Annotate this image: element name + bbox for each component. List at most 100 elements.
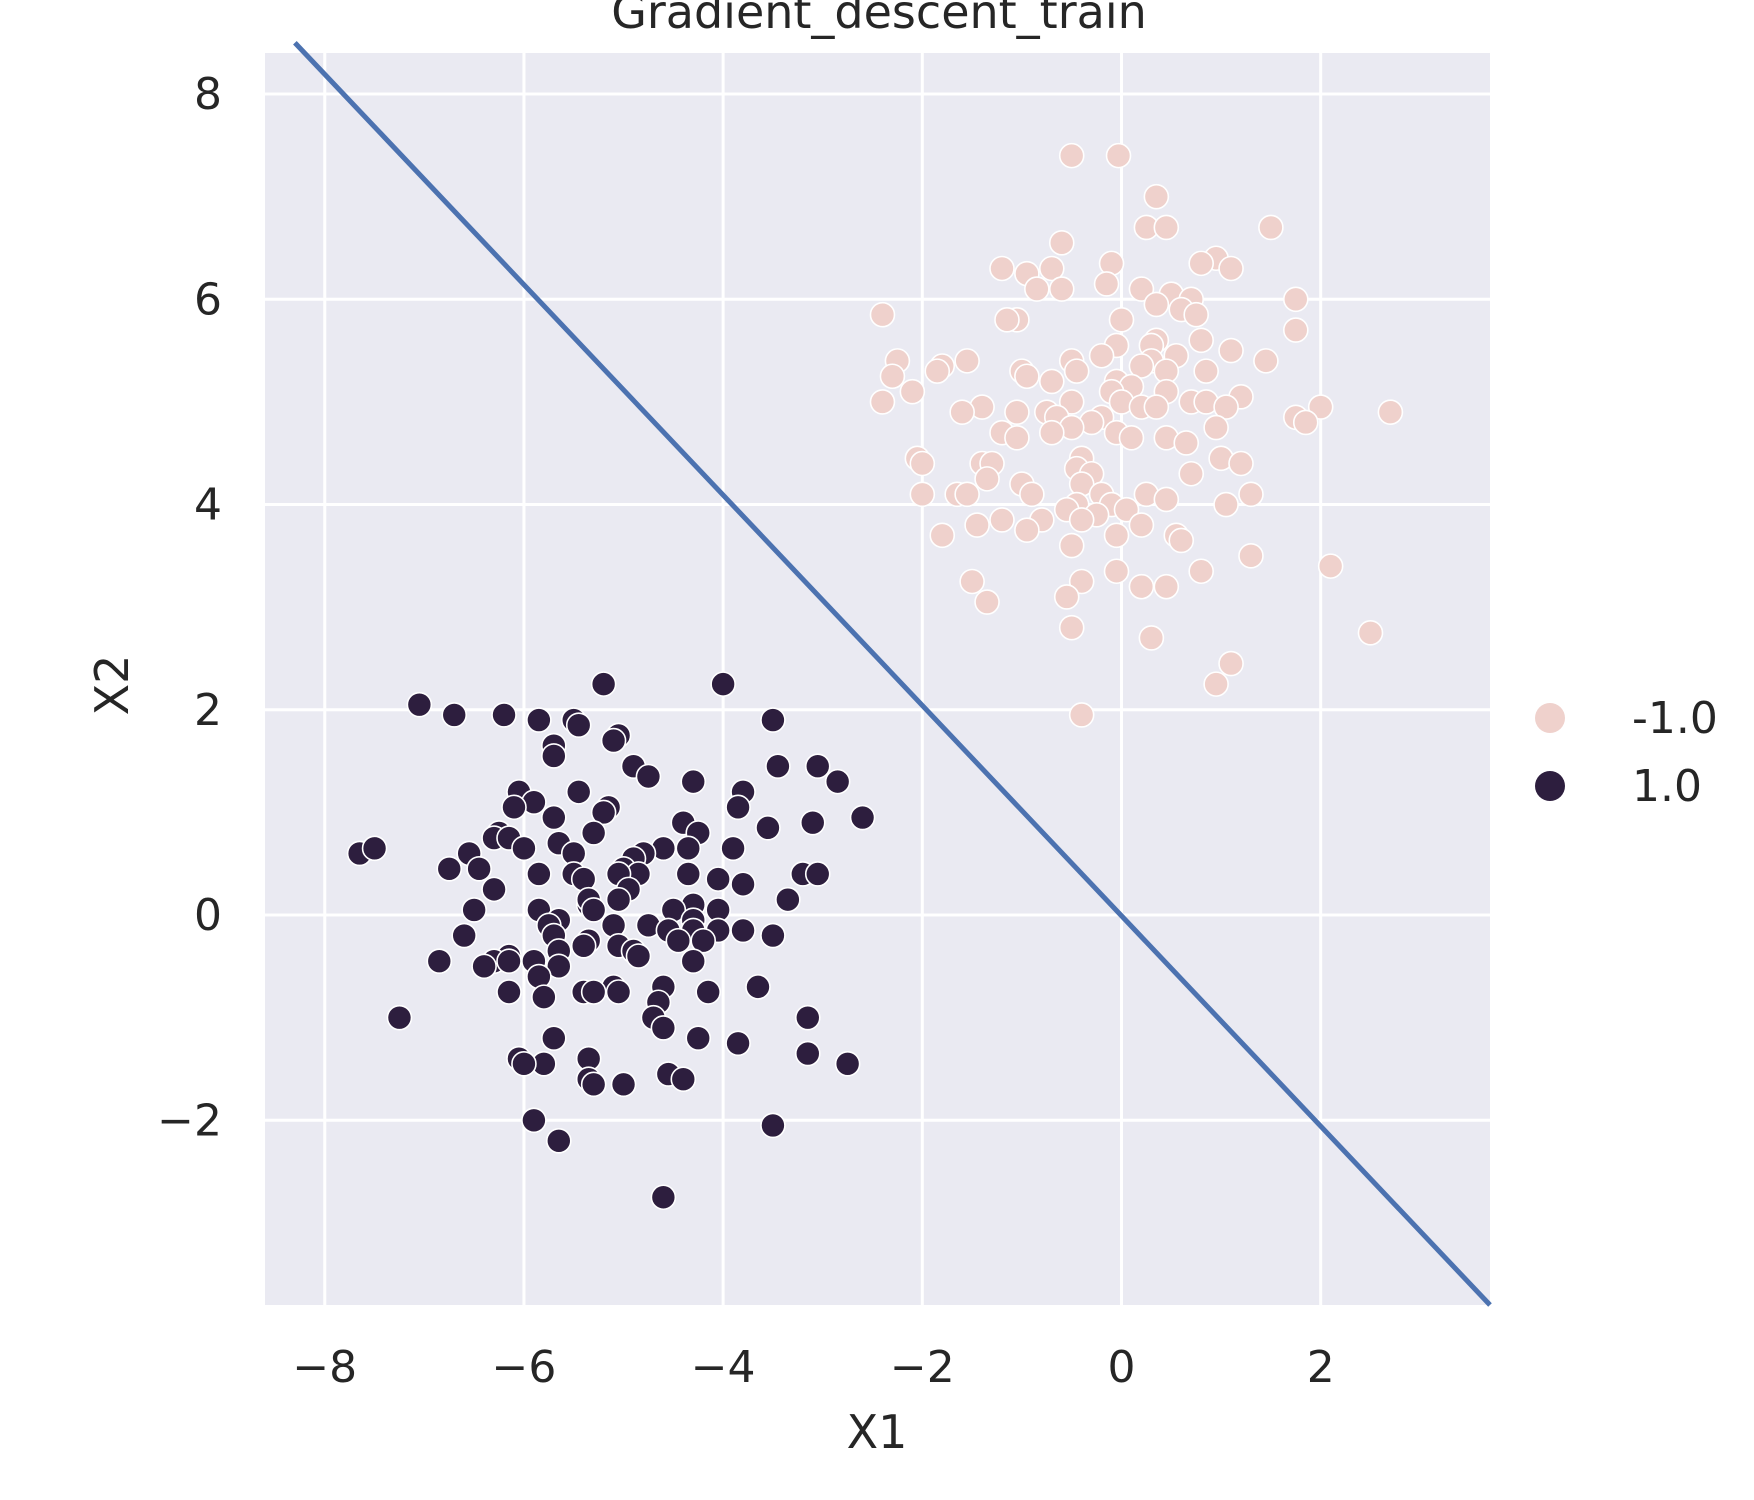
legend: -1.0 1.0 <box>1535 693 1718 812</box>
data-point <box>1004 399 1030 425</box>
data-point <box>650 1184 677 1211</box>
data-point <box>541 804 567 831</box>
data-point <box>1004 425 1030 451</box>
data-point <box>1188 327 1214 354</box>
data-point <box>1103 558 1130 585</box>
data-point <box>710 671 736 697</box>
data-point <box>675 861 702 887</box>
data-point <box>1168 527 1195 554</box>
data-point <box>600 727 627 754</box>
data-point <box>695 979 721 1005</box>
data-point <box>541 743 567 769</box>
legend-marker <box>1535 771 1565 801</box>
data-point <box>804 861 831 887</box>
data-point <box>1218 337 1244 364</box>
data-point <box>1019 481 1045 508</box>
data-point <box>1063 358 1090 384</box>
data-point <box>1143 291 1170 318</box>
plot-area <box>265 41 1492 1307</box>
data-point <box>461 897 487 923</box>
y-axis-ticks: −2 0 2 4 6 8 <box>157 69 222 1146</box>
data-point <box>974 466 1000 492</box>
y-tick-label: 8 <box>194 69 222 120</box>
data-point <box>1203 671 1229 697</box>
data-point <box>1317 553 1344 579</box>
data-point <box>1058 142 1085 169</box>
decision-boundary <box>293 41 1492 1307</box>
data-point <box>680 768 707 795</box>
data-point <box>1103 522 1130 549</box>
data-point <box>496 979 522 1005</box>
data-point <box>541 1025 567 1051</box>
data-point <box>386 1004 413 1031</box>
series--1.0 <box>869 142 1404 728</box>
data-point <box>974 589 1000 615</box>
data-point <box>580 1071 607 1098</box>
data-point <box>625 943 652 969</box>
data-point <box>730 917 756 944</box>
data-point <box>521 1107 547 1134</box>
y-tick-label: 2 <box>194 685 222 736</box>
y-tick-label: 4 <box>194 480 222 531</box>
data-point <box>1238 481 1264 508</box>
legend-marker <box>1535 703 1565 733</box>
data-point <box>1213 491 1239 518</box>
data-point <box>1218 255 1244 282</box>
data-point <box>531 984 557 1010</box>
data-point <box>546 953 572 980</box>
x-tick-label: −6 <box>492 1342 557 1393</box>
data-point <box>954 348 980 374</box>
data-point <box>451 922 477 949</box>
grid-lines <box>265 53 1490 1305</box>
data-point <box>1188 558 1214 585</box>
data-point <box>1128 512 1155 538</box>
data-point <box>909 450 936 477</box>
data-point <box>959 568 985 595</box>
data-point <box>1113 496 1140 523</box>
data-point <box>1014 363 1040 390</box>
data-point <box>491 702 517 728</box>
x-tick-label: −2 <box>890 1342 955 1393</box>
data-point <box>501 794 527 821</box>
data-point <box>361 835 388 862</box>
data-point <box>1307 394 1334 420</box>
data-point <box>580 979 607 1005</box>
data-point <box>760 1112 786 1139</box>
x-tick-label: −4 <box>691 1342 756 1393</box>
data-point <box>824 768 851 795</box>
data-point <box>725 794 751 821</box>
data-point <box>909 481 936 508</box>
data-point <box>1058 614 1085 641</box>
data-point <box>804 753 831 780</box>
data-point <box>1088 342 1115 369</box>
data-point <box>1193 358 1219 384</box>
data-point <box>406 691 433 718</box>
data-point <box>924 358 951 384</box>
data-point <box>426 948 453 975</box>
data-point <box>1213 394 1239 420</box>
data-point <box>929 522 956 549</box>
data-point <box>441 702 468 728</box>
data-point <box>705 866 731 892</box>
data-point <box>675 835 702 862</box>
data-point <box>949 399 975 425</box>
data-point <box>725 1030 751 1057</box>
data-point <box>1038 419 1065 446</box>
plot-background <box>265 53 1490 1305</box>
data-point <box>590 671 617 697</box>
x-tick-label: −8 <box>292 1342 357 1393</box>
data-point <box>436 856 463 882</box>
data-point <box>580 897 607 923</box>
data-point <box>610 1071 637 1098</box>
data-point <box>605 979 632 1005</box>
data-point <box>680 948 707 975</box>
data-point <box>590 799 617 826</box>
data-points <box>346 142 1404 1211</box>
data-point <box>1218 650 1244 677</box>
data-point <box>1128 573 1155 600</box>
data-point <box>964 512 990 538</box>
data-point <box>1253 348 1279 374</box>
data-point <box>1377 399 1404 425</box>
data-point <box>511 835 537 862</box>
data-point <box>690 927 717 954</box>
